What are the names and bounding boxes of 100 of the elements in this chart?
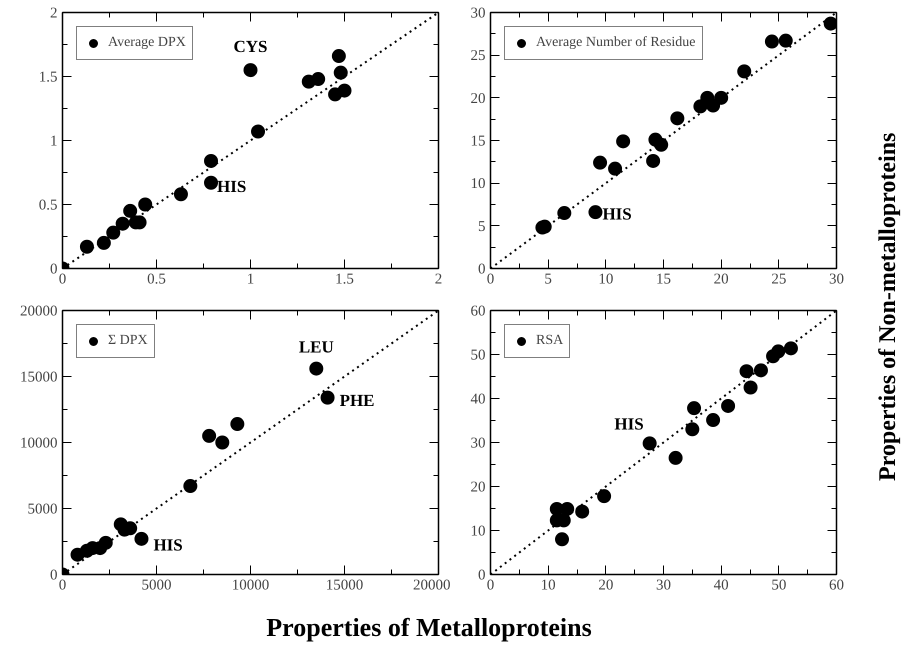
y-tick-label: 0.5 (38, 198, 58, 214)
point (334, 66, 348, 80)
x-tick-label: 5 (544, 272, 552, 288)
point (737, 64, 752, 78)
y-tick-label: 30 (470, 6, 486, 22)
y-tick-label: 20000 (20, 304, 58, 320)
annotation: CYS (233, 37, 268, 56)
x-tick-label: 1 (246, 272, 254, 288)
point (138, 198, 152, 212)
point (309, 362, 324, 376)
point (98, 536, 113, 550)
point (134, 532, 148, 546)
point (706, 413, 720, 428)
point (332, 49, 346, 64)
point (593, 156, 608, 170)
annotation: HIS (153, 535, 183, 554)
y-tick-label: 25 (470, 48, 486, 64)
point (744, 380, 758, 394)
point (183, 479, 198, 494)
point (96, 236, 111, 250)
y-tick-label: 0 (50, 262, 58, 278)
legend-label: Average DPX (108, 35, 186, 51)
point (106, 226, 120, 240)
y-tick-label: 50 (470, 348, 486, 364)
point (202, 428, 216, 443)
annotation: HIS (217, 177, 246, 196)
point (784, 341, 798, 356)
x-tick-label: 0.5 (147, 272, 166, 288)
point (616, 134, 630, 148)
point (642, 436, 657, 450)
x-tick-label: 15000 (326, 578, 364, 594)
y-tick-label: 0 (478, 568, 486, 584)
y-tick-label: 20 (470, 480, 486, 496)
y-tick-label: 10 (470, 524, 486, 540)
point (740, 364, 754, 378)
point (555, 532, 570, 546)
x-tick-label: 10 (598, 272, 614, 288)
y-tick-label: 0 (478, 262, 486, 278)
point (588, 205, 602, 220)
point (778, 34, 793, 48)
legend-label: Average Number of Residue (536, 35, 696, 51)
x-tick-label: 10000 (232, 578, 270, 594)
point (320, 390, 335, 405)
x-tick-label: 60 (829, 578, 844, 594)
point (244, 63, 258, 78)
point (824, 16, 836, 31)
y-tick-label: 40 (470, 392, 486, 408)
x-tick-label: 30 (829, 272, 844, 288)
y-tick-label: 15000 (20, 370, 58, 386)
y-tick-label: 2 (50, 6, 58, 22)
y-tick-label: 20 (470, 90, 486, 107)
point (116, 216, 130, 231)
x-tick-label: 1.5 (335, 272, 354, 288)
y-tick-label: 15 (470, 134, 486, 150)
point (338, 84, 352, 98)
y-tick-label: 5 (478, 218, 486, 235)
annotation: HIS (614, 414, 644, 434)
point (230, 417, 244, 432)
y-tick-label: 1.5 (38, 70, 58, 86)
x-tick-label: 15 (656, 272, 671, 288)
legend-label: RSA (536, 333, 564, 349)
point (80, 240, 94, 254)
y-axis-title: Properties of Non-metalloproteins (874, 132, 902, 482)
point (560, 502, 574, 516)
point (123, 204, 138, 218)
point (646, 154, 660, 168)
x-tick-label: 2 (434, 272, 442, 288)
y-tick-label: 1 (50, 134, 58, 150)
point (215, 436, 230, 450)
y-tick-label: 0 (50, 568, 58, 584)
annotation: HIS (602, 204, 632, 224)
point (754, 363, 768, 378)
point (251, 124, 266, 139)
y-tick-label: 10000 (20, 436, 58, 452)
point (714, 90, 728, 105)
point (597, 489, 612, 504)
y-tick-label: 60 (470, 304, 486, 320)
point (670, 111, 684, 126)
y-tick-label: 10 (470, 176, 486, 192)
annotation: LEU (298, 338, 334, 357)
x-tick-label: 20 (598, 578, 614, 594)
x-tick-label: 5000 (142, 578, 172, 594)
x-tick-label: 40 (714, 578, 729, 594)
point (721, 398, 736, 413)
point (764, 34, 779, 48)
x-tick-label: 50 (771, 578, 786, 594)
legend-label: Σ DPX (108, 333, 148, 349)
point (204, 154, 218, 168)
x-tick-label: 20000 (413, 578, 450, 594)
point (608, 162, 622, 176)
point (668, 450, 683, 465)
point (654, 138, 668, 152)
x-axis-title: Properties of Metalloproteins (266, 612, 592, 644)
x-tick-label: 25 (771, 272, 786, 288)
point (685, 422, 700, 436)
point (771, 344, 786, 358)
point (575, 504, 590, 519)
point (557, 206, 572, 220)
x-tick-label: 10 (540, 578, 556, 594)
y-tick-label: 5000 (28, 502, 58, 518)
